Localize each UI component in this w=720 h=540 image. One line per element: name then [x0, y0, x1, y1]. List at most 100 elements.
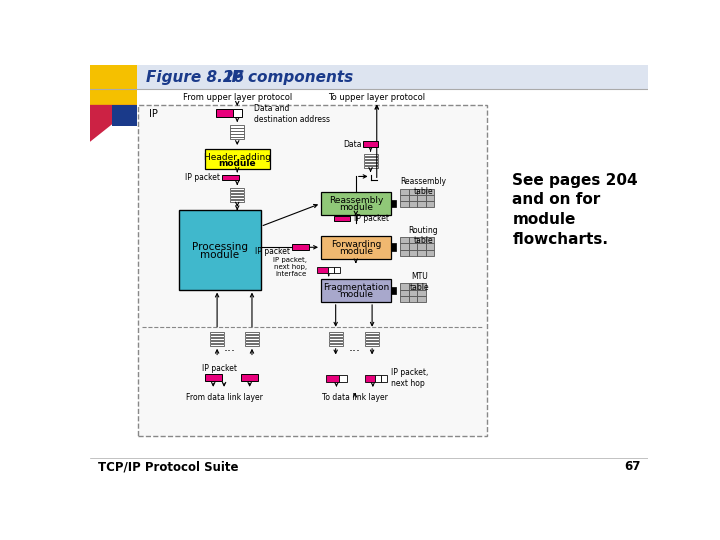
Bar — [417, 249, 426, 256]
Bar — [375, 375, 381, 382]
Bar — [365, 338, 379, 340]
Bar — [417, 237, 426, 244]
Bar — [426, 244, 434, 249]
Text: Processing: Processing — [192, 242, 248, 252]
Text: To upper layer protocol: To upper layer protocol — [328, 93, 426, 102]
Bar — [417, 289, 426, 296]
Bar — [400, 244, 408, 249]
Bar — [364, 163, 377, 165]
Bar — [230, 191, 244, 193]
Bar — [321, 279, 391, 302]
Text: Forwarding: Forwarding — [330, 240, 381, 249]
Bar — [230, 200, 244, 202]
Bar — [204, 374, 222, 381]
Bar — [230, 125, 244, 128]
Bar — [365, 335, 379, 337]
Text: Header adding: Header adding — [204, 153, 271, 161]
Bar — [400, 296, 408, 302]
Text: Fragmentation: Fragmentation — [323, 283, 389, 292]
Bar — [364, 160, 377, 162]
Bar — [210, 332, 224, 334]
Bar — [179, 210, 261, 289]
Text: module: module — [218, 159, 256, 168]
Text: MTU
table: MTU table — [410, 272, 429, 292]
Bar — [230, 134, 244, 137]
Text: Data: Data — [343, 140, 361, 149]
Text: IP packet: IP packet — [354, 213, 389, 222]
Bar — [400, 195, 408, 201]
Text: Reassembly
table: Reassembly table — [400, 177, 446, 196]
Bar — [400, 237, 408, 244]
Bar — [329, 335, 343, 337]
Text: IP packet,
next hop: IP packet, next hop — [391, 368, 428, 388]
Text: 67: 67 — [624, 460, 640, 473]
Bar — [317, 267, 328, 273]
Text: IP packet,
next hop,
interface: IP packet, next hop, interface — [273, 256, 307, 276]
Text: From upper layer protocol: From upper layer protocol — [183, 93, 292, 102]
Bar — [233, 110, 242, 117]
Bar — [400, 249, 408, 256]
Bar — [245, 332, 259, 334]
Bar — [400, 201, 408, 207]
Bar — [245, 343, 259, 346]
Bar — [329, 341, 343, 343]
Bar — [245, 338, 259, 340]
Bar — [426, 189, 434, 195]
Bar — [426, 195, 434, 201]
Bar — [391, 200, 396, 207]
Bar — [230, 197, 244, 199]
Bar — [334, 267, 341, 273]
Bar — [400, 289, 408, 296]
Bar — [408, 237, 417, 244]
Bar — [365, 341, 379, 343]
Bar — [230, 188, 244, 190]
Bar — [329, 332, 343, 334]
Bar — [417, 296, 426, 302]
Text: TCP/IP Protocol Suite: TCP/IP Protocol Suite — [98, 460, 238, 473]
Bar — [230, 131, 244, 133]
Text: Reassembly: Reassembly — [328, 196, 383, 205]
Bar — [408, 284, 417, 289]
Bar — [245, 335, 259, 337]
Bar — [400, 284, 408, 289]
Bar — [417, 195, 426, 201]
Bar — [408, 244, 417, 249]
Bar — [329, 343, 343, 346]
Bar — [417, 189, 426, 195]
Text: IP packet: IP packet — [185, 173, 220, 182]
Bar — [364, 154, 377, 156]
Bar — [321, 192, 391, 215]
Bar — [90, 65, 137, 105]
Bar — [408, 249, 417, 256]
Bar — [245, 341, 259, 343]
Text: ···: ··· — [349, 345, 361, 357]
Bar — [230, 137, 244, 139]
Bar — [230, 194, 244, 196]
Text: See pages 204
and on for
module
flowcharts.: See pages 204 and on for module flowchar… — [513, 173, 638, 247]
Bar — [365, 375, 375, 382]
Bar — [364, 166, 377, 168]
Bar — [328, 267, 334, 273]
Bar — [381, 375, 387, 382]
Bar — [210, 343, 224, 346]
Bar — [215, 110, 233, 117]
Polygon shape — [90, 105, 137, 142]
Bar — [210, 338, 224, 340]
Bar — [408, 189, 417, 195]
Text: module: module — [339, 290, 373, 299]
Text: module: module — [339, 202, 373, 212]
Bar — [204, 148, 270, 168]
Text: module: module — [200, 251, 239, 260]
Bar — [391, 287, 396, 294]
Bar — [408, 195, 417, 201]
Bar — [292, 244, 309, 251]
Bar — [365, 332, 379, 334]
Bar — [326, 375, 339, 382]
Bar — [400, 189, 408, 195]
Bar — [408, 289, 417, 296]
Bar — [391, 244, 396, 251]
Bar — [417, 201, 426, 207]
Bar — [241, 374, 258, 381]
Bar — [417, 284, 426, 289]
Bar — [408, 296, 417, 302]
